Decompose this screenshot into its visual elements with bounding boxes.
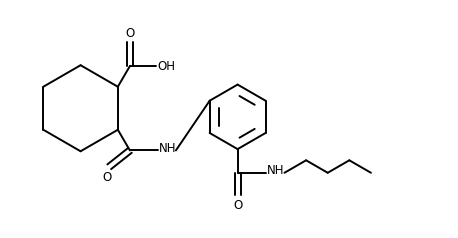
Text: O: O — [103, 171, 112, 184]
Text: NH: NH — [159, 142, 177, 155]
Text: NH: NH — [267, 164, 284, 177]
Text: O: O — [125, 27, 135, 40]
Text: O: O — [233, 198, 242, 212]
Text: OH: OH — [157, 60, 175, 73]
